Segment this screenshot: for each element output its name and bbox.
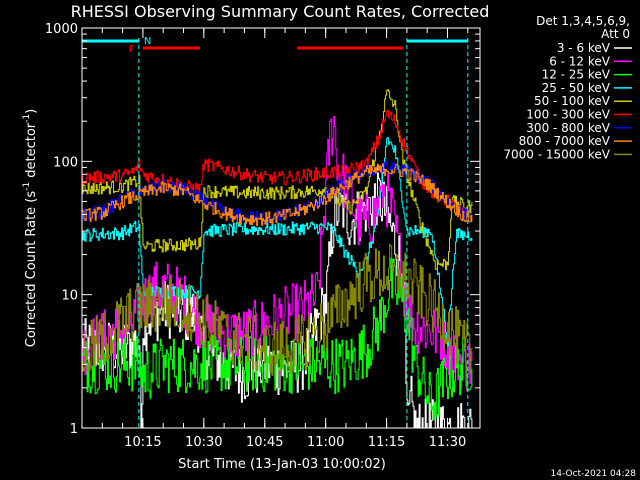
series-line-4 — [82, 89, 473, 270]
legend-label-4: 50 - 100 keV — [534, 94, 611, 108]
y-label-part-3: ) — [24, 109, 39, 114]
legend-label-5: 100 - 300 keV — [526, 108, 610, 122]
x-tick-label-4: 11:15 — [368, 435, 405, 450]
y-tick-label-3: 1000 — [45, 22, 78, 37]
legend-label-1: 6 - 12 keV — [549, 54, 611, 68]
legend-header-line-1: Det 1,3,4,5,6,9, — [536, 14, 630, 28]
legend-label-0: 3 - 6 keV — [557, 41, 611, 55]
y-label-sup-1: -1 — [22, 182, 32, 191]
series-line-7 — [82, 163, 473, 226]
legend-label-3: 25 - 50 keV — [542, 81, 611, 95]
x-tick-label-1: 10:30 — [185, 435, 222, 450]
x-axis-label: Start Time (13-Jan-03 10:00:02) — [178, 457, 386, 472]
chart-title: RHESSI Observing Summary Count Rates, Co… — [71, 2, 490, 21]
y-label-part-1: Corrected Count Rate (s — [24, 191, 39, 348]
x-tick-label-2: 10:45 — [246, 435, 283, 450]
x-tick-label-5: 11:30 — [429, 435, 466, 450]
legend-label-6: 300 - 800 keV — [526, 121, 610, 135]
legend-label-8: 7000 - 15000 keV — [503, 147, 610, 161]
legend-label-2: 12 - 25 keV — [542, 68, 611, 82]
series-group — [82, 89, 473, 428]
legend-label-7: 800 - 7000 keV — [519, 134, 611, 148]
flare-flag-label: F — [129, 44, 135, 55]
y-tick-label-0: 1 — [70, 422, 78, 437]
y-label-sup-2: -1 — [22, 114, 32, 123]
plot-frame — [81, 27, 481, 429]
y-label-part-2: detector — [24, 122, 39, 182]
y-tick-label-1: 10 — [61, 289, 78, 304]
y-tick-label-2: 100 — [53, 155, 78, 170]
legend-header-line-2: Att 0 — [601, 27, 630, 41]
x-tick-label-3: 11:00 — [307, 435, 344, 450]
y-axis-label: Corrected Count Rate (s-1 detector-1) — [22, 109, 39, 347]
night-flag-label: N — [144, 36, 151, 47]
footer-timestamp: 14-Oct-2021 04:28 — [551, 469, 637, 479]
plot-layer: NF 1 10 100 1000 10:15 10:30 10:45 11:00 11:15 11:… — [45, 22, 481, 450]
x-tick-label-0: 10:15 — [124, 435, 161, 450]
